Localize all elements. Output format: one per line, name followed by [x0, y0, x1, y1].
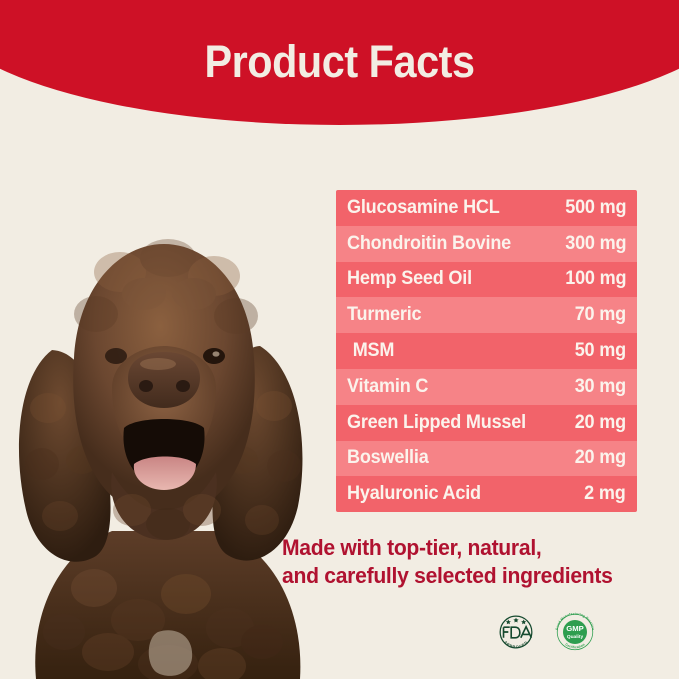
- dog-tongue: [133, 456, 196, 490]
- gmp-main-label: GMP: [566, 624, 583, 633]
- chest-patch: [148, 630, 193, 676]
- ingredient-amount: 30 mg: [574, 375, 626, 397]
- ingredient-name: MSM: [352, 340, 395, 362]
- ingredient-name: Green Lipped Mussel: [347, 411, 526, 433]
- ingredient-amount: 100 mg: [564, 268, 626, 290]
- beard-texture: [113, 494, 221, 540]
- eye-highlight: [212, 351, 220, 357]
- ingredient-amount: 20 mg: [574, 447, 626, 469]
- fda-outer-ring: [499, 615, 533, 649]
- tagline-line-2: and carefully selected ingredients: [282, 563, 613, 588]
- ingredient-name: Hyaluronic Acid: [347, 483, 481, 505]
- table-row: MSM 50 mg: [336, 333, 637, 369]
- table-row: Green Lipped Mussel 20 mg: [336, 404, 637, 441]
- dog-beard: [111, 472, 217, 540]
- fda-stars: [505, 617, 527, 625]
- dog-body: [35, 531, 301, 679]
- nostril-right: [176, 380, 190, 392]
- gmp-center-disc: [563, 620, 587, 644]
- ingredient-name: Turmeric: [347, 304, 422, 326]
- table-row: Glucosamine HCL 500 mg: [336, 190, 637, 226]
- page-title: Product Facts: [204, 36, 475, 87]
- dog-illustration: [18, 239, 303, 679]
- table-row: Hemp Seed Oil 100 mg: [336, 261, 637, 298]
- nostril-left: [139, 380, 153, 392]
- head-fur-texture: [74, 239, 258, 334]
- gmp-outer-ring: [556, 613, 594, 651]
- ingredient-name: Chondroitin Bovine: [347, 232, 512, 254]
- fda-monogram: [502, 624, 533, 639]
- certification-badges: APPROVED GMP Quality Good Manufacturing …: [492, 606, 637, 658]
- table-row: Turmeric 70 mg: [336, 297, 637, 334]
- gmp-sub-label: Quality: [567, 634, 584, 640]
- ingredient-amount: 70 mg: [574, 304, 626, 326]
- ingredient-amount: 50 mg: [574, 340, 626, 362]
- nose-highlight: [140, 358, 176, 370]
- fda-arc-label: APPROVED: [503, 640, 529, 650]
- ear-fur-texture: [25, 391, 301, 535]
- ingredient-amount: 300 mg: [564, 232, 626, 254]
- fda-approved-badge: APPROVED: [499, 615, 533, 650]
- table-row: Boswellia 20 mg: [336, 440, 637, 477]
- tagline: Made with top-tier, natural, and careful…: [282, 534, 656, 590]
- hero-dog-image: [8, 228, 320, 679]
- ingredient-amount: 2 mg: [584, 483, 627, 505]
- ingredient-name: Boswellia: [347, 447, 429, 469]
- header-banner: Product Facts: [0, 0, 679, 125]
- gmp-arc-bottom-label: Certification: [564, 642, 585, 649]
- ingredients-table: Glucosamine HCL 500 mg Chondroitin Bovin…: [336, 190, 637, 513]
- ingredient-name: Hemp Seed Oil: [347, 268, 472, 290]
- ingredient-name: Vitamin C: [347, 375, 429, 397]
- ingredient-amount: 500 mg: [564, 196, 626, 218]
- ingredient-amount: 20 mg: [574, 411, 626, 433]
- table-row: Vitamin C 30 mg: [336, 368, 637, 405]
- gmp-quality-badge: GMP Quality Good Manufacturing Practice …: [555, 612, 595, 651]
- tagline-line-1: Made with top-tier, natural,: [282, 535, 542, 560]
- table-row: Chondroitin Bovine 300 mg: [336, 225, 637, 262]
- dog-left-eye: [105, 348, 127, 364]
- table-row: Hyaluronic Acid 2 mg: [336, 476, 637, 513]
- ingredient-name: Glucosamine HCL: [347, 196, 500, 218]
